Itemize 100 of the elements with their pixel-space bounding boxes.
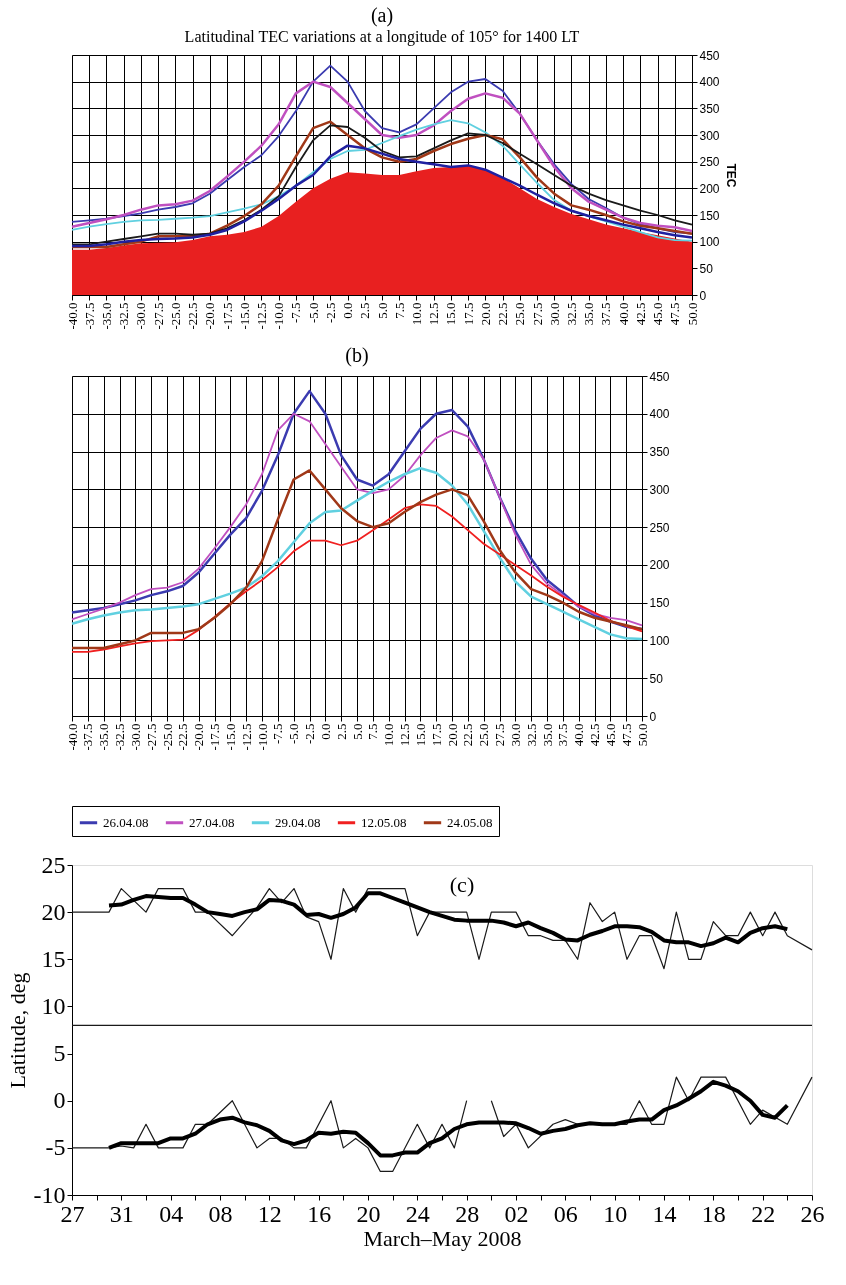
x-tick-label: -40.0 [64,302,80,330]
y-tick-label: 100 [699,235,720,250]
x-tick-label: -37.5 [81,302,97,330]
x-tick-label: -20.0 [191,723,207,751]
y-tick-label: 50 [649,671,664,686]
x-tick-label: 17.5 [428,723,444,747]
x-tick-label: -35.0 [98,302,114,330]
x-tick-label: 12.5 [426,302,442,326]
x-tick-label: 22.5 [495,302,511,326]
y-tick-label: 150 [649,596,670,611]
x-tick-label: -5.0 [305,302,321,324]
x-tick-label: 50.0 [634,723,650,747]
x-tick-label: 47.5 [618,723,634,747]
y-tick-label: 20 [41,898,66,925]
x-tick-label: 17.5 [460,302,476,326]
chart-title: (b) [345,344,369,367]
x-tick-label: 22.5 [460,723,476,747]
x-tick-label: -32.5 [116,302,132,330]
y-tick-label: 5 [53,1040,66,1067]
x-tick-label: 20.0 [477,302,493,326]
x-tick-label: 31 [109,1200,134,1227]
x-tick-label: -15.0 [236,302,252,330]
x-tick-label: 15.0 [443,302,459,326]
x-tick-label: -17.5 [219,302,235,330]
y-tick-label: 400 [699,75,720,90]
x-tick-label: 20.0 [444,723,460,747]
x-tick-label: 47.5 [667,302,683,326]
y-tick-label: -10 [33,1181,66,1208]
x-tick-label: 25.0 [512,302,528,326]
annotation: (c) [449,872,475,897]
x-tick-label: -12.5 [253,302,269,330]
y-tick-label: 10 [41,992,66,1019]
y-tick-label: 200 [699,181,720,196]
y-tick-label: 200 [649,558,670,573]
y-tick-label: 50 [699,261,714,276]
x-tick-label: -7.5 [288,302,304,324]
x-tick-label: -10.0 [254,723,270,751]
x-tick-label: -17.5 [207,723,222,751]
y-tick-label: 350 [699,101,720,116]
x-tick-label: 32.5 [523,723,539,747]
y-tick-label: 450 [649,369,670,384]
x-tick-label: -30.0 [133,302,149,330]
x-tick-label: -30.0 [127,723,143,751]
y-axis-title: TEC [723,163,738,188]
x-tick-label: 42.5 [632,302,648,326]
y-tick-label: 250 [699,155,720,170]
x-tick-label: -32.5 [112,723,127,751]
y-tick-label: 250 [649,520,670,535]
x-tick-label: -25.0 [159,723,175,751]
x-tick-label: 45.0 [602,723,618,747]
x-tick-label: 15.0 [412,723,428,747]
x-tick-label: -2.5 [322,302,338,324]
x-tick-label: 04 [159,1200,184,1227]
y-tick-label: 150 [699,208,720,223]
x-tick-label: -35.0 [96,723,112,751]
x-tick-label: -40.0 [64,723,80,751]
y-axis-title: Latitude, deg [4,972,30,1089]
x-tick-label: 24 [405,1200,430,1227]
x-tick-label: 12.5 [397,723,412,747]
x-tick-label: 08 [208,1200,233,1227]
x-tick-label: 7.5 [391,302,407,319]
x-tick-label: 37.5 [555,723,571,747]
y-tick-label: 400 [649,407,670,422]
x-tick-label: 2.5 [333,723,349,740]
x-tick-label: 27.5 [492,723,507,747]
x-tick-label: 5.0 [349,723,365,740]
x-tick-label: 18 [701,1200,726,1227]
chart-title: (a) [370,4,394,27]
x-tick-label: 2.5 [357,302,373,319]
x-tick-label: 26 [800,1200,825,1227]
x-tick-label: 20 [356,1200,381,1227]
y-tick-label: 0 [699,288,707,303]
x-tick-label: 12 [257,1200,282,1227]
x-tick-label: 02 [504,1200,529,1227]
x-tick-label: 32.5 [563,302,579,326]
x-tick-label: 0.0 [340,302,356,319]
x-tick-label: 40.0 [615,302,631,326]
y-tick-label: 25 [41,851,66,878]
x-tick-label: -27.5 [143,723,159,751]
x-tick-label: 16 [307,1200,332,1227]
y-tick-label: 300 [699,128,720,143]
x-tick-label: 22 [751,1200,776,1227]
chart-subtitle: Latitudinal TEC variations at a longitude of 105° for 1400 LT [184,28,580,46]
y-tick-label: 0 [53,1087,66,1114]
x-tick-label: 42.5 [587,723,602,747]
y-tick-label: 15 [41,945,66,972]
x-tick-label: 0.0 [317,723,333,740]
x-tick-label: 30.0 [507,723,523,747]
x-tick-label: 25.0 [476,723,492,747]
x-tick-label: -25.0 [167,302,183,330]
x-tick-label: 10 [603,1200,628,1227]
y-tick-label: 350 [649,445,670,460]
x-tick-label: 40.0 [571,723,587,747]
x-tick-label: -15.0 [222,723,238,751]
x-tick-label: -20.0 [202,302,218,330]
x-tick-label: 06 [553,1200,578,1227]
x-tick-label: 50.0 [684,302,700,326]
x-tick-label: -27.5 [150,302,166,330]
x-tick-label: 10.0 [381,723,397,747]
x-tick-label: -22.5 [185,302,201,330]
